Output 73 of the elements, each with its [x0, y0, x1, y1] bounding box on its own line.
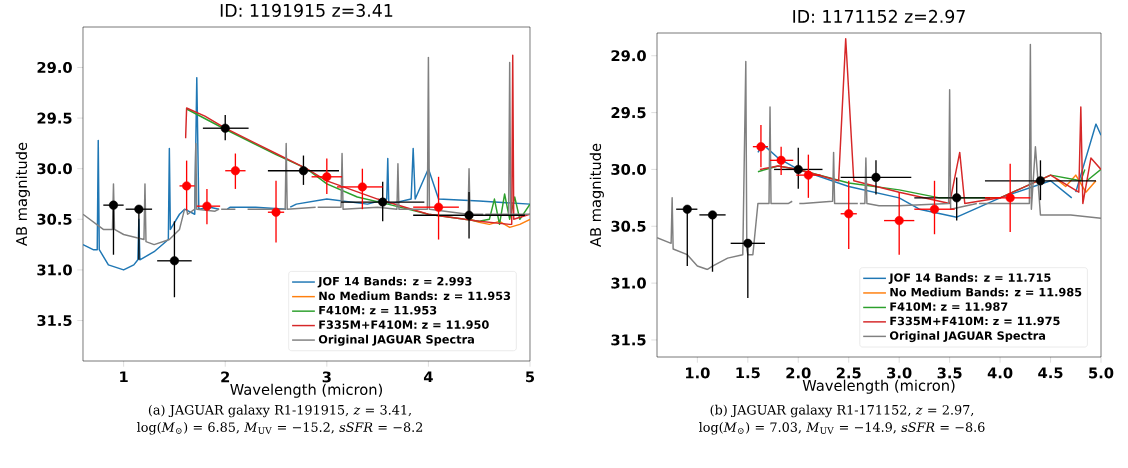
- point: [298, 166, 308, 176]
- x-axis-title: Wavelength (micron): [802, 379, 955, 394]
- point: [357, 182, 367, 192]
- legend-label: F410M: z = 11.953: [319, 305, 437, 315]
- y-tick-label: 29.5: [37, 112, 72, 124]
- point: [952, 193, 962, 203]
- y-tick-label: 29.0: [611, 50, 646, 62]
- line-series: [184, 54, 530, 226]
- text: (b) JAGUAR galaxy R1-171152, z = 2.97, log(M$_{⊙}$) = 7.03, M$_{UV}$ = −14.9, sSFR = −8.6: [699, 404, 985, 435]
- point: [1035, 176, 1045, 186]
- x-tick-label: 4.0: [987, 367, 1013, 379]
- point: [220, 123, 230, 133]
- point: [134, 204, 144, 214]
- legend-label: F335M+F410M: z = 11.950: [319, 320, 489, 329]
- x-tick-label: 3: [322, 371, 331, 383]
- point: [894, 216, 904, 226]
- point: [202, 201, 212, 211]
- x-tick-label: 2: [221, 371, 230, 383]
- x-tick-label: 3.0: [887, 367, 912, 379]
- point: [776, 155, 786, 165]
- point: [378, 197, 388, 207]
- y-tick-label: 31.0: [37, 264, 72, 276]
- legend-label: F410M: z = 11.987: [890, 302, 1008, 311]
- legend-label: No Medium Bands: z = 11.953: [319, 291, 511, 301]
- x-tick-label: 5: [526, 371, 535, 383]
- point: [707, 210, 718, 220]
- y-axis-title: AB magnitude: [15, 142, 30, 246]
- point: [169, 256, 179, 266]
- x-tick-label: 1: [120, 371, 128, 383]
- point: [793, 164, 803, 174]
- text: (a) JAGUAR galaxy R1-191915, z = 3.41, log(M$_{⊙}$) = 6.85, M$_{UV}$ = −15.2, sSFR = −8.2: [137, 404, 423, 435]
- point: [322, 172, 332, 182]
- y-axis-title: AB magnitude: [589, 143, 604, 247]
- x-tick-label: 2.5: [836, 367, 861, 379]
- x-axis-title: Wavelength (micron): [230, 383, 383, 398]
- point: [230, 166, 240, 176]
- point: [182, 181, 192, 191]
- point: [271, 207, 281, 217]
- legend-label: No Medium Bands: z = 11.985: [890, 287, 1082, 297]
- y-tick-label: 31.0: [611, 277, 646, 289]
- chart-title: ID: 1191915 z=3.41: [220, 3, 393, 17]
- x-tick-label: 1.5: [736, 367, 760, 379]
- x-tick-label: 1.0: [686, 367, 710, 379]
- point: [803, 170, 813, 180]
- point: [929, 204, 940, 214]
- legend-label: Original JAGUAR Spectra: [318, 334, 474, 346]
- legend-label: JOF 14 Bands: z = 2.993: [317, 276, 472, 288]
- point: [1005, 193, 1015, 203]
- point: [844, 209, 854, 219]
- y-tick-label: 30.5: [611, 220, 646, 232]
- legend-label: JOF 14 Bands: z = 11.715: [888, 273, 1051, 284]
- point: [434, 202, 444, 212]
- y-tick-label: 30.5: [37, 213, 72, 225]
- legend-label: F335M+F410M: z = 11.975: [890, 316, 1060, 326]
- x-tick-label: 2.0: [786, 367, 811, 379]
- x-tick-label: 4.5: [1038, 367, 1063, 379]
- y-tick-label: 30.0: [611, 163, 646, 175]
- chart-title: ID: 1171152 z=2.97: [793, 9, 965, 23]
- y-tick-label: 31.5: [37, 314, 72, 327]
- point: [464, 210, 474, 220]
- y-tick-label: 30.0: [37, 163, 72, 175]
- x-tick-label: 5.0: [1089, 367, 1114, 379]
- point: [108, 200, 119, 210]
- x-tick-label: 3.5: [937, 367, 962, 379]
- line-series: [759, 37, 1101, 205]
- y-tick-label: 29.0: [37, 61, 72, 74]
- legend-label: Original JAGUAR Spectra: [889, 331, 1046, 343]
- point: [682, 204, 692, 214]
- y-tick-label: 31.5: [611, 334, 646, 346]
- y-tick-label: 29.5: [611, 107, 646, 119]
- point: [743, 238, 753, 248]
- x-tick-label: 4: [423, 371, 433, 383]
- point: [871, 172, 881, 182]
